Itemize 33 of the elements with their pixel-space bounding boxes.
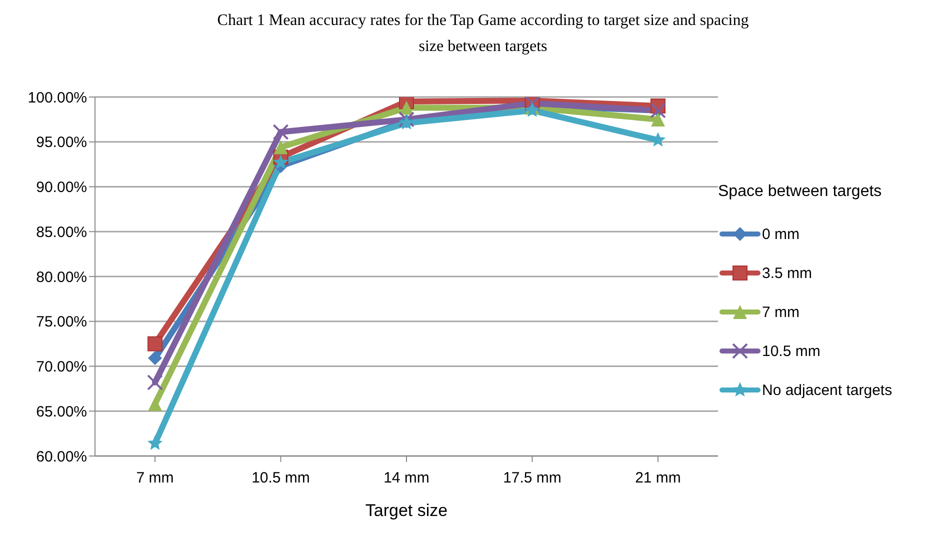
x-tick-label: 17.5 mm [503,470,562,487]
legend-label: 3.5 mm [762,264,812,282]
legend-label: 7 mm [762,304,800,320]
legend-label: 0 mm [762,226,800,242]
point [148,351,162,366]
point [148,396,162,411]
x-axis-title: Target size [365,501,448,520]
legend-title: Space between targets [718,182,883,200]
point [147,435,163,450]
point [272,124,289,140]
point [400,100,414,115]
point [398,111,414,128]
y-tick-label: 95.00% [36,134,87,152]
legend-label: 10.5 mm [762,342,820,360]
point [274,140,288,154]
y-tick-label: 85.00% [36,224,87,241]
y-tick-label: 100.00% [28,89,87,106]
y-tick-label: 80.00% [36,268,87,286]
point [148,336,162,352]
point [651,112,665,126]
x-tick-label: 10.5 mm [252,470,310,487]
x-tick-label: 14 mm [384,470,430,487]
y-tick-label: 70.00% [36,358,87,376]
x-tick-label: 21 mm [635,470,681,487]
x-tick-label: 7 mm [136,470,174,487]
y-tick-label: 60.00% [36,448,87,466]
chart-title: Chart 1 Mean accuracy rates for the Tap Game according to target size and spacing size between targets [216,11,750,57]
y-tick-label: 65.00% [36,403,87,420]
y-tick-label: 90.00% [36,179,87,196]
legend-label: No adjacent targets [762,382,892,398]
point [147,374,163,390]
point [273,154,288,169]
y-tick-label: 75.00% [36,314,87,331]
